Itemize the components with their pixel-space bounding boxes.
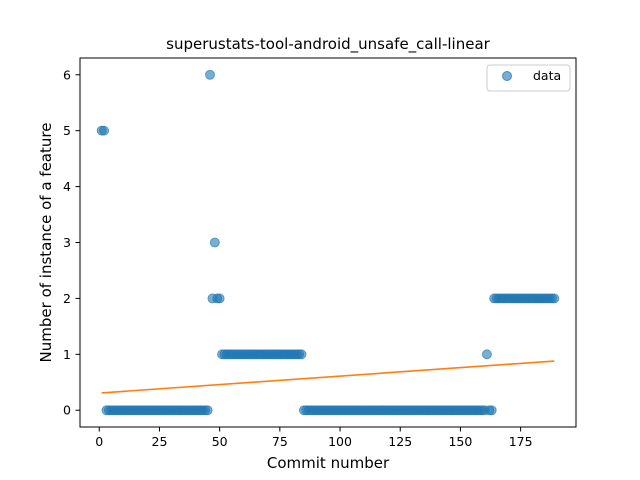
x-tick-label: 100 xyxy=(328,434,352,449)
y-tick-label: 3 xyxy=(63,235,71,250)
chart-title: superustats-tool-android_unsafe_call-lin… xyxy=(166,35,490,54)
x-axis-title: Commit number xyxy=(267,454,390,472)
y-tick-label: 0 xyxy=(63,403,71,418)
plot-area xyxy=(96,69,560,416)
y-tick-label: 6 xyxy=(63,67,71,82)
data-point xyxy=(549,293,560,304)
data-point xyxy=(482,349,492,360)
data-point xyxy=(205,69,215,80)
x-tick-label: 50 xyxy=(212,434,228,449)
x-tick-label: 25 xyxy=(152,434,168,449)
data-point xyxy=(296,349,307,360)
legend-marker-data xyxy=(502,71,512,81)
y-tick-label: 2 xyxy=(63,291,71,306)
y-axis-title: Number of instance of a feature xyxy=(37,123,55,363)
data-point xyxy=(202,405,213,416)
x-tick-label: 150 xyxy=(448,434,472,449)
data-point xyxy=(486,405,497,416)
x-tick-label: 125 xyxy=(388,434,412,449)
x-tick-label: 75 xyxy=(272,434,288,449)
legend-label-data: data xyxy=(533,68,561,83)
y-tick-label: 5 xyxy=(63,123,71,138)
data-point xyxy=(214,293,225,304)
x-axis: 0 25 50 75 100 125 150 175 xyxy=(95,427,533,449)
data-point xyxy=(99,125,109,136)
y-tick-label: 1 xyxy=(63,347,71,362)
legend: data xyxy=(486,64,571,92)
y-tick-label: 4 xyxy=(63,179,71,194)
axes-frame xyxy=(79,57,577,428)
y-axis: 0 1 2 3 4 5 6 xyxy=(63,67,80,418)
data-point xyxy=(209,237,220,248)
fit-line xyxy=(101,360,555,394)
x-tick-label: 0 xyxy=(95,434,103,449)
x-tick-label: 175 xyxy=(509,434,533,449)
